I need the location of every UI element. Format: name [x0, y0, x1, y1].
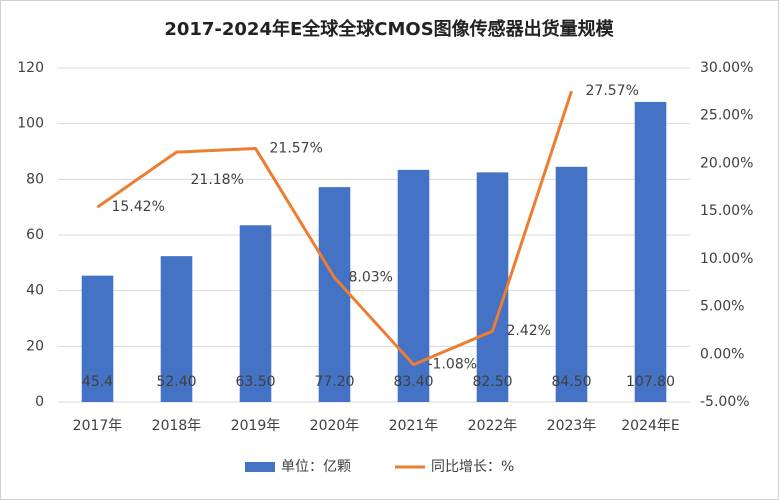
- x-tick-label: 2017年: [73, 418, 123, 434]
- y2-tick-label: 5.00%: [700, 299, 744, 315]
- bar: [634, 101, 667, 402]
- y2-tick-label: 0.00%: [700, 346, 744, 362]
- x-tick-label: 2023年: [547, 418, 597, 434]
- bar-label: 82.50: [472, 374, 512, 390]
- legend-swatch: [245, 462, 275, 472]
- y2-tick-label: 10.00%: [700, 251, 753, 267]
- bar: [555, 166, 588, 402]
- line-label: -1.08%: [428, 357, 478, 373]
- bar-label: 83.40: [393, 374, 433, 390]
- line-label: 21.57%: [270, 140, 323, 156]
- y-tick-label: 80: [26, 171, 44, 187]
- y2-tick-label: -5.00%: [700, 394, 750, 410]
- line-label: 8.03%: [349, 270, 393, 286]
- bar-label: 77.20: [314, 374, 354, 390]
- bar: [397, 169, 430, 402]
- y2-tick-label: 15.00%: [700, 203, 753, 219]
- line-label: 15.42%: [112, 199, 165, 215]
- bar: [160, 256, 193, 402]
- x-tick-label: 2021年: [389, 418, 439, 434]
- bar-label: 45.4: [82, 374, 113, 390]
- y-tick-label: 120: [17, 60, 44, 76]
- bar-label: 52.40: [156, 374, 196, 390]
- chart-title: 2017-2024年E全球全球CMOS图像传感器出货量规模: [164, 18, 614, 40]
- line-label: 2.42%: [507, 323, 551, 339]
- y2-tick-label: 20.00%: [700, 155, 753, 171]
- bar: [81, 275, 114, 402]
- bar-label: 107.80: [626, 374, 675, 390]
- line-label: 21.18%: [191, 172, 244, 188]
- bar: [239, 225, 272, 402]
- line-label: 27.57%: [586, 83, 639, 99]
- y2-tick-label: 25.00%: [700, 108, 753, 124]
- bar-label: 84.50: [551, 374, 591, 390]
- y-tick-label: 40: [26, 283, 44, 299]
- y-tick-label: 20: [26, 338, 44, 354]
- x-tick-label: 2022年: [468, 418, 518, 434]
- legend-label: 单位：亿颗: [281, 459, 351, 475]
- bar: [476, 172, 509, 402]
- x-tick-label: 2024年E: [621, 418, 679, 434]
- line: [96, 90, 573, 367]
- y-tick-label: 60: [26, 227, 44, 243]
- x-tick-label: 2019年: [231, 418, 281, 434]
- y2-tick-label: 30.00%: [700, 60, 753, 76]
- legend-label: 同比增长：%: [431, 459, 514, 475]
- y-tick-label: 100: [17, 116, 44, 132]
- bar: [318, 187, 351, 402]
- y-tick-label: 0: [35, 394, 44, 410]
- x-tick-label: 2020年: [310, 418, 360, 434]
- x-tick-label: 2018年: [152, 418, 202, 434]
- bar-label: 63.50: [235, 374, 275, 390]
